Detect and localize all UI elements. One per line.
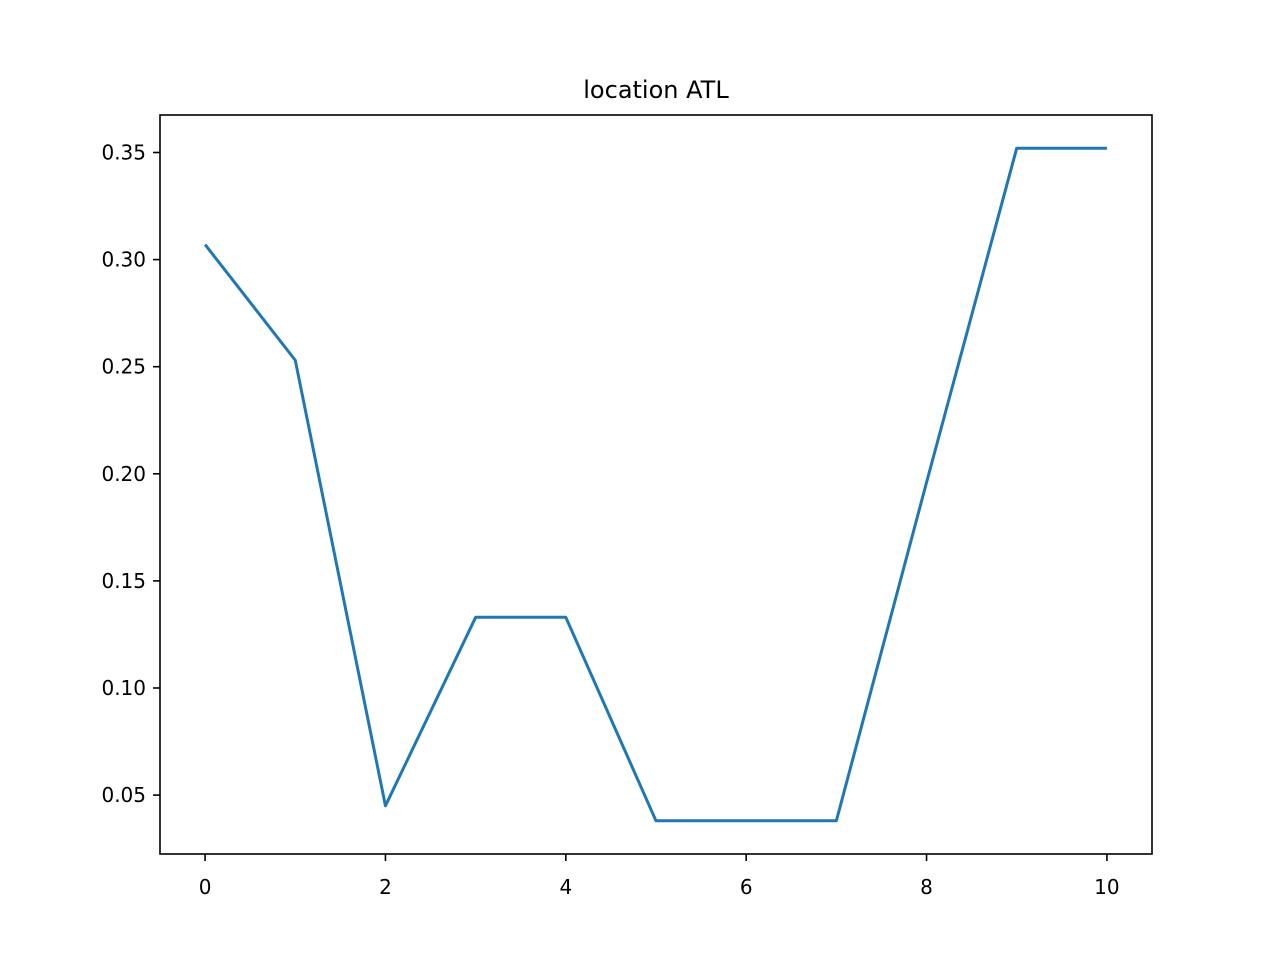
x-tick-label: 4 <box>559 875 572 899</box>
x-tick-label: 6 <box>740 875 753 899</box>
y-tick-label: 0.05 <box>101 783 146 807</box>
y-axis: 0.05 0.10 0.15 0.20 0.25 0.30 0.35 <box>101 140 160 807</box>
x-tick-label: 0 <box>199 875 212 899</box>
y-tick-label: 0.20 <box>101 462 146 486</box>
plot-frame <box>159 114 1153 855</box>
x-tick-label: 2 <box>379 875 392 899</box>
x-tick-label: 10 <box>1094 875 1119 899</box>
y-tick-label: 0.30 <box>101 248 146 272</box>
series-line-0 <box>203 146 1107 823</box>
y-tick-label: 0.25 <box>101 355 146 379</box>
x-tick-label: 8 <box>920 875 933 899</box>
y-tick-label: 0.10 <box>101 676 146 700</box>
x-axis: 0 2 4 6 8 10 <box>199 854 1120 899</box>
plot-series <box>203 146 1107 823</box>
y-tick-label: 0.15 <box>101 569 146 593</box>
y-tick-label: 0.35 <box>101 140 146 164</box>
chart-title: location ATL <box>583 76 729 104</box>
